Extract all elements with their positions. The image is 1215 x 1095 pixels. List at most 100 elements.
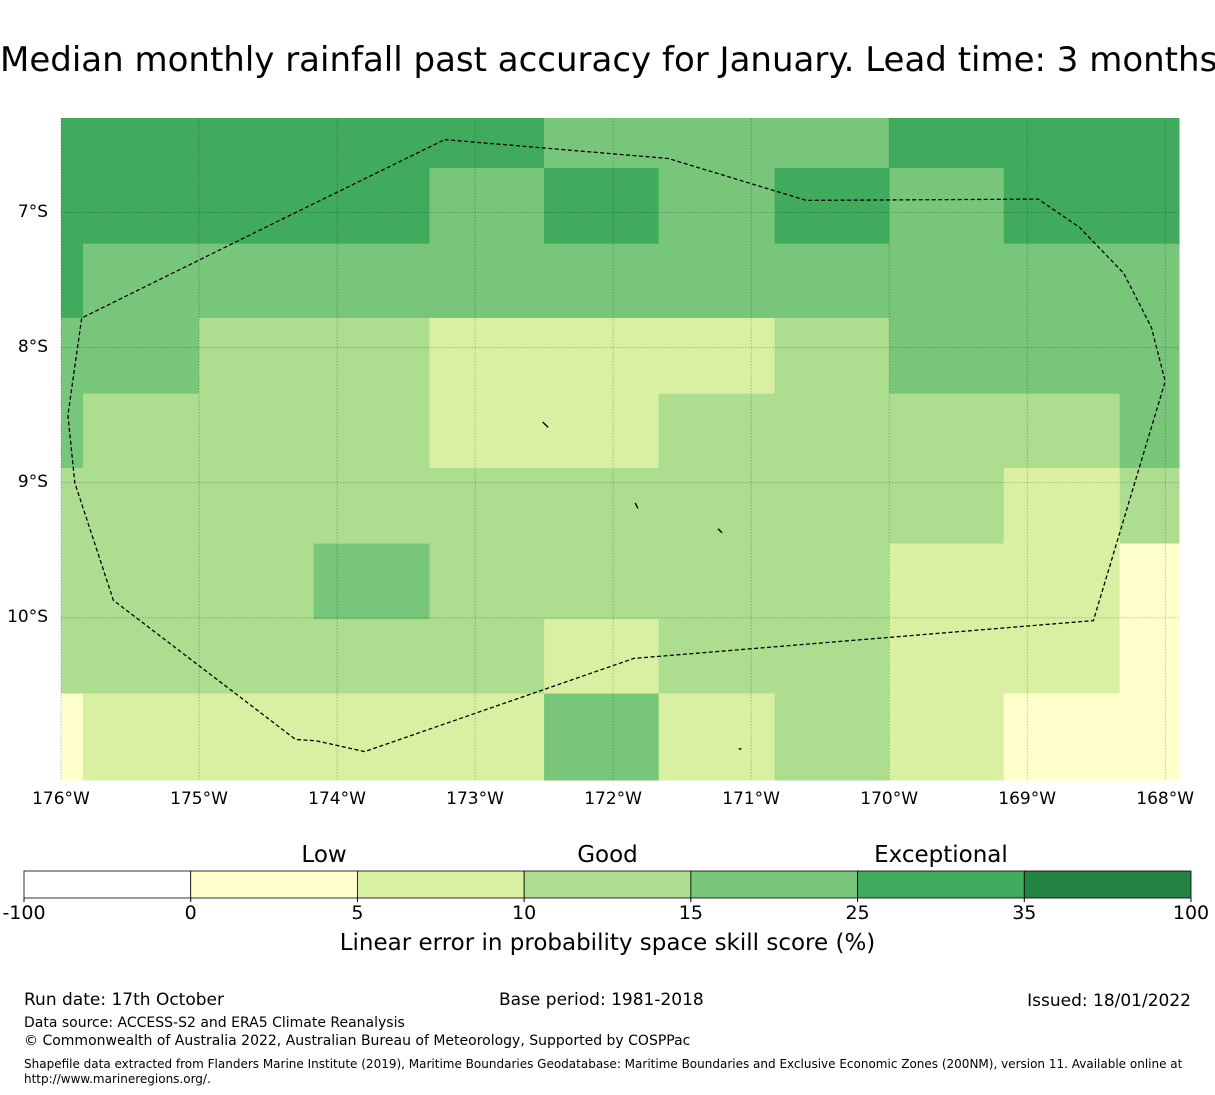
grid-cell <box>658 467 776 545</box>
colorbar-segment <box>23 870 192 899</box>
grid-cell <box>83 467 200 545</box>
lon-tick-label: 168°W <box>1136 789 1195 809</box>
colorbar-tick-label: -100 <box>2 902 46 924</box>
base-period: Base period: 1981-2018 <box>499 990 704 1010</box>
island-b <box>634 502 639 509</box>
grid-cell <box>658 317 776 395</box>
grid-cell <box>61 317 84 395</box>
grid-cell <box>774 393 890 469</box>
grid-cell <box>429 619 545 695</box>
grid-cell <box>429 467 545 545</box>
colorbar-tick-label: 0 <box>184 902 197 924</box>
grid-cell <box>1003 619 1121 695</box>
grid-cell <box>429 393 545 469</box>
colorbar-tick-label: 100 <box>1172 902 1210 924</box>
grid-cell <box>83 243 200 319</box>
grid-cell <box>313 243 431 319</box>
grid-cell <box>889 543 1005 620</box>
grid-cell <box>774 619 890 695</box>
grid-cell <box>61 693 84 781</box>
lat-tick-label: 10°S <box>7 606 48 627</box>
colorbar-tick-label: 15 <box>678 902 703 924</box>
colorbar <box>23 870 1192 902</box>
lon-tick-label: 173°W <box>446 789 504 809</box>
colorbar-tick-label: 10 <box>512 902 537 924</box>
grid-cell <box>774 467 890 545</box>
skill-grid <box>61 118 1180 781</box>
grid-cell <box>774 693 890 781</box>
grid-cell <box>889 393 1005 469</box>
grid-cell <box>544 467 660 545</box>
grid-cell <box>1119 619 1180 695</box>
grid-cell <box>1119 543 1180 620</box>
grid-cell <box>658 393 776 469</box>
island-c <box>717 528 723 534</box>
grid-cell <box>1003 243 1121 319</box>
grid-cell <box>429 243 545 319</box>
colorbar-segment <box>857 870 1025 899</box>
grid-cell <box>544 393 660 469</box>
grid-cell <box>889 467 1005 545</box>
grid-cell <box>313 543 431 620</box>
grid-cell <box>313 619 431 695</box>
grid-cell <box>1003 393 1121 469</box>
grid-cell <box>774 543 890 620</box>
grid-cell <box>61 167 84 245</box>
colorbar-segment <box>357 870 525 899</box>
grid-cell <box>429 317 545 395</box>
grid-cell <box>313 317 431 395</box>
grid-cell <box>1119 118 1180 169</box>
grid-cell <box>658 543 776 620</box>
lon-tick-label: 169°W <box>998 789 1057 809</box>
grid-cell <box>199 118 315 169</box>
grid-cell <box>199 619 315 695</box>
grid-cell <box>774 243 890 319</box>
grid-cell <box>658 619 776 695</box>
lon-tick-label: 171°W <box>722 789 780 809</box>
colorbar-segment <box>690 870 858 899</box>
grid-cell <box>544 167 660 245</box>
legend-category: Exceptional <box>874 842 1008 868</box>
grid-cell <box>1119 393 1180 469</box>
grid-cell <box>544 118 660 169</box>
grid-cell <box>658 167 776 245</box>
grid-cell <box>429 693 545 781</box>
grid-cell <box>83 619 200 695</box>
islands <box>542 421 742 750</box>
grid-cell <box>313 393 431 469</box>
legend-category: Low <box>301 842 347 868</box>
grid-cell <box>774 317 890 395</box>
grid-cell <box>313 167 431 245</box>
shapefile-credit: Shapefile data extracted from Flanders M… <box>24 1057 1183 1086</box>
colorbar-segment <box>1023 870 1192 899</box>
island-a <box>542 421 549 428</box>
lon-tick-label: 175°W <box>170 789 228 809</box>
run-date: Run date: 17th October <box>24 990 224 1010</box>
grid-cell <box>889 317 1005 395</box>
grid-cell <box>1003 693 1121 781</box>
grid-cell <box>1003 118 1121 169</box>
grid-cell <box>83 393 200 469</box>
grid-cell <box>199 467 315 545</box>
grid-cell <box>199 167 315 245</box>
map-title: Median monthly rainfall past accuracy fo… <box>0 40 1215 80</box>
colorbar-tick-label: 35 <box>1012 902 1037 924</box>
grid-cell <box>544 619 660 695</box>
lon-tick-label: 172°W <box>584 789 642 809</box>
grid-cell <box>199 317 315 395</box>
grid-cell <box>889 243 1005 319</box>
grid-cell <box>429 543 545 620</box>
lon-tick-label: 176°W <box>32 789 90 809</box>
lat-tick-label: 7°S <box>17 201 48 222</box>
grid-cell <box>1119 167 1180 245</box>
grid-cell <box>61 619 84 695</box>
grid-cell <box>544 543 660 620</box>
grid-cell <box>61 467 84 545</box>
colorbar-tick-label: 5 <box>351 902 364 924</box>
colorbar-segment <box>190 870 358 899</box>
grid-cell <box>61 118 84 169</box>
grid-cell <box>313 118 431 169</box>
grid-cell <box>61 243 84 319</box>
grid-cell <box>889 118 1005 169</box>
grid-cell <box>544 317 660 395</box>
